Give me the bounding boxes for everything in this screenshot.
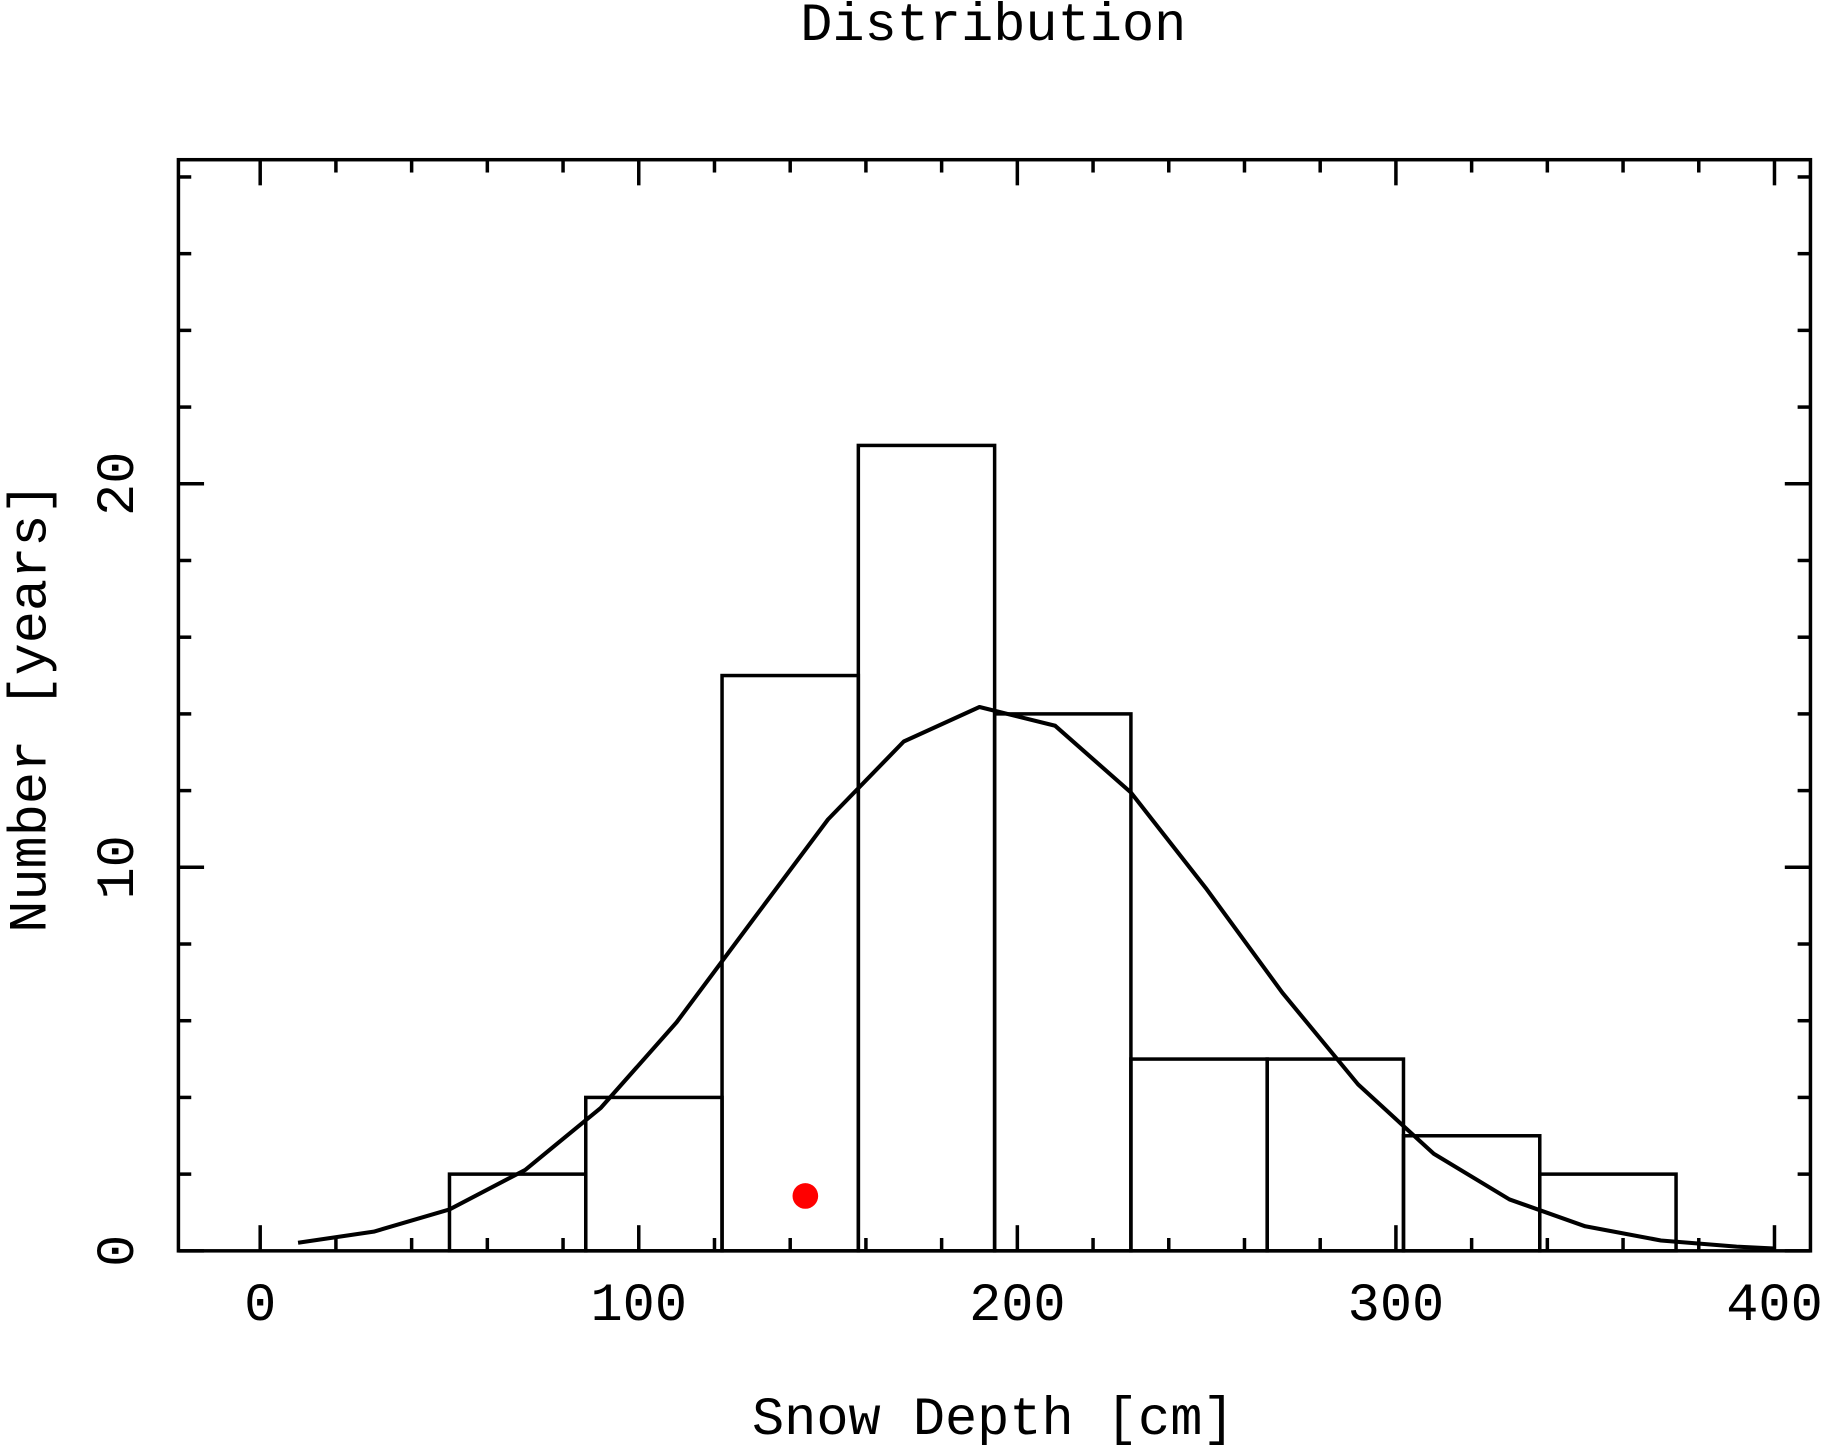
x-axis-label: Snow Depth [cm] bbox=[752, 1390, 1235, 1451]
bar bbox=[1265, 1057, 1406, 1253]
bar bbox=[1129, 1057, 1269, 1253]
x-tick-label: 100 bbox=[591, 1276, 688, 1337]
bar bbox=[856, 443, 997, 1253]
x-tick-label: 300 bbox=[1348, 1276, 1445, 1337]
x-tick-label: 0 bbox=[244, 1276, 276, 1337]
bar bbox=[1401, 1134, 1542, 1253]
x-tick-label: 400 bbox=[1726, 1276, 1823, 1337]
bar bbox=[992, 712, 1133, 1253]
bar bbox=[720, 673, 861, 1253]
y-tick-label: 20 bbox=[89, 452, 150, 516]
fit-curve bbox=[297, 704, 1775, 1251]
bar bbox=[1538, 1172, 1678, 1253]
y-axis-label: Number [years] bbox=[2, 482, 63, 932]
x-tick-label: 200 bbox=[969, 1276, 1066, 1337]
chart-title: Distribution bbox=[800, 0, 1186, 57]
bar bbox=[584, 1095, 724, 1253]
marker-point bbox=[792, 1183, 819, 1209]
bar bbox=[447, 1172, 588, 1253]
y-tick-label: 0 bbox=[89, 1235, 150, 1267]
y-tick-label: 10 bbox=[89, 835, 150, 899]
